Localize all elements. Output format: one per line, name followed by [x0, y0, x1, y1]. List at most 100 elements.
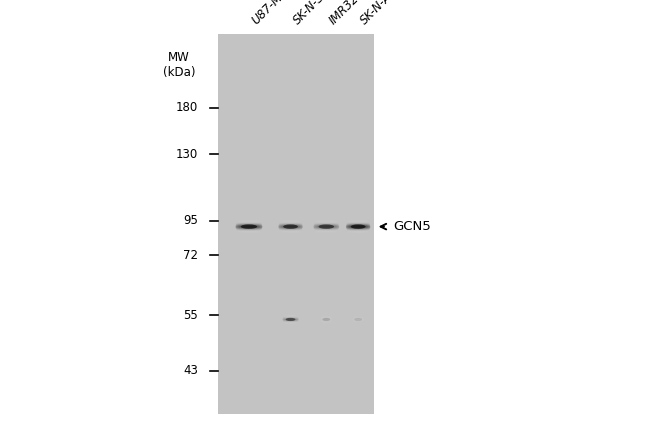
Ellipse shape [283, 315, 298, 316]
Ellipse shape [237, 221, 261, 222]
Ellipse shape [283, 320, 298, 321]
Text: 43: 43 [183, 364, 198, 377]
Ellipse shape [315, 230, 338, 231]
Ellipse shape [347, 230, 369, 231]
Ellipse shape [320, 319, 333, 320]
Ellipse shape [279, 228, 302, 229]
Ellipse shape [346, 229, 370, 230]
Ellipse shape [347, 221, 369, 222]
Ellipse shape [346, 228, 370, 229]
Ellipse shape [236, 228, 262, 229]
Text: SK-N-AS: SK-N-AS [358, 0, 400, 27]
Ellipse shape [280, 232, 301, 233]
Ellipse shape [283, 317, 298, 318]
Ellipse shape [318, 225, 334, 229]
Ellipse shape [347, 231, 369, 232]
Ellipse shape [237, 230, 261, 231]
Ellipse shape [314, 228, 339, 229]
Ellipse shape [313, 226, 339, 227]
Ellipse shape [320, 319, 333, 320]
Text: MW
(kDa): MW (kDa) [162, 51, 195, 78]
Ellipse shape [320, 320, 333, 321]
Ellipse shape [352, 319, 365, 320]
Ellipse shape [346, 227, 370, 228]
Ellipse shape [348, 232, 369, 233]
Ellipse shape [351, 225, 365, 229]
Ellipse shape [314, 224, 339, 225]
Ellipse shape [320, 318, 333, 319]
Ellipse shape [282, 319, 299, 320]
Ellipse shape [280, 220, 301, 221]
Text: U87-MG: U87-MG [249, 0, 291, 27]
Ellipse shape [352, 321, 364, 322]
Ellipse shape [278, 226, 303, 227]
Text: 72: 72 [183, 249, 198, 262]
Ellipse shape [354, 318, 362, 321]
Ellipse shape [315, 231, 338, 232]
Ellipse shape [315, 221, 337, 222]
Ellipse shape [283, 321, 298, 322]
Ellipse shape [346, 226, 370, 227]
Ellipse shape [346, 224, 370, 225]
Ellipse shape [313, 227, 339, 228]
Ellipse shape [286, 318, 295, 321]
Ellipse shape [279, 229, 302, 230]
Ellipse shape [237, 222, 261, 223]
Ellipse shape [314, 229, 339, 230]
Ellipse shape [279, 224, 302, 225]
Ellipse shape [315, 230, 338, 231]
Ellipse shape [347, 222, 369, 223]
Text: 55: 55 [183, 309, 198, 322]
Ellipse shape [352, 320, 365, 321]
Ellipse shape [278, 228, 303, 229]
Ellipse shape [280, 222, 302, 223]
Ellipse shape [347, 223, 369, 224]
Ellipse shape [236, 229, 262, 230]
Ellipse shape [237, 220, 261, 221]
Ellipse shape [235, 226, 263, 227]
Ellipse shape [346, 228, 370, 229]
Ellipse shape [237, 230, 261, 231]
Bar [218, 34, 374, 414]
Ellipse shape [352, 319, 365, 320]
Ellipse shape [278, 226, 303, 227]
Ellipse shape [283, 322, 298, 323]
Text: 180: 180 [176, 101, 198, 114]
Ellipse shape [346, 224, 370, 225]
Ellipse shape [280, 222, 302, 223]
Ellipse shape [283, 318, 298, 319]
Ellipse shape [315, 232, 337, 233]
Ellipse shape [280, 230, 302, 231]
Ellipse shape [346, 225, 370, 226]
Ellipse shape [313, 225, 339, 226]
Ellipse shape [314, 224, 339, 225]
Ellipse shape [280, 223, 302, 224]
Ellipse shape [352, 317, 364, 318]
Ellipse shape [315, 222, 338, 223]
Text: GCN5: GCN5 [393, 220, 431, 233]
Ellipse shape [348, 220, 369, 221]
Ellipse shape [236, 228, 262, 229]
Text: 95: 95 [183, 214, 198, 227]
Ellipse shape [240, 225, 257, 229]
Ellipse shape [283, 323, 298, 324]
Ellipse shape [236, 224, 262, 225]
Ellipse shape [280, 221, 302, 222]
Ellipse shape [283, 316, 298, 317]
Ellipse shape [315, 223, 338, 224]
Ellipse shape [237, 231, 261, 232]
Ellipse shape [235, 226, 263, 227]
Ellipse shape [347, 230, 369, 231]
Ellipse shape [315, 220, 337, 221]
Ellipse shape [278, 227, 303, 228]
Ellipse shape [320, 316, 332, 317]
Ellipse shape [235, 227, 263, 228]
Ellipse shape [279, 224, 302, 225]
Ellipse shape [313, 226, 339, 227]
Ellipse shape [236, 224, 262, 225]
Ellipse shape [283, 225, 298, 229]
Ellipse shape [315, 222, 338, 223]
Ellipse shape [283, 319, 298, 320]
Ellipse shape [352, 318, 365, 319]
Ellipse shape [320, 321, 332, 322]
